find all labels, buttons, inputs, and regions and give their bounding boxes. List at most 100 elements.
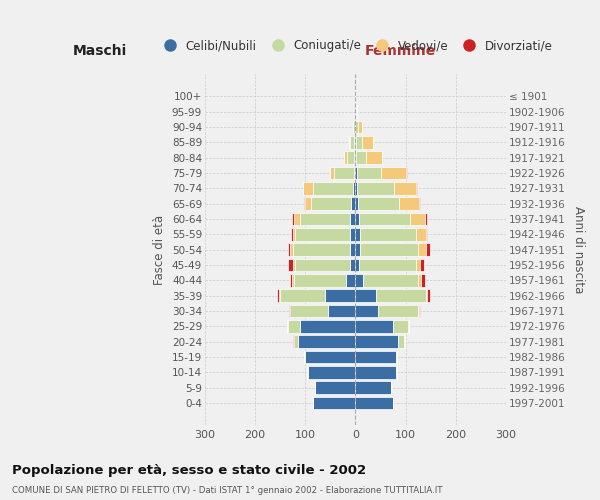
Bar <box>359 258 416 272</box>
Bar <box>280 290 325 302</box>
Bar <box>395 366 397 378</box>
Bar <box>426 228 427 240</box>
Bar <box>355 121 358 134</box>
Bar <box>287 320 300 332</box>
Bar <box>287 244 290 256</box>
Bar <box>410 212 425 226</box>
Bar <box>295 228 350 240</box>
Bar <box>307 366 308 378</box>
Bar <box>416 258 419 272</box>
Bar <box>355 320 393 332</box>
Bar <box>358 182 394 194</box>
Bar <box>277 290 279 302</box>
Bar <box>288 258 293 272</box>
Bar <box>313 396 355 409</box>
Bar <box>394 182 416 194</box>
Bar <box>346 274 355 286</box>
Bar <box>350 136 355 148</box>
Bar <box>355 136 356 148</box>
Bar <box>355 336 398 348</box>
Bar <box>418 274 421 286</box>
Bar <box>334 166 354 179</box>
Bar <box>330 166 334 179</box>
Bar <box>426 244 430 256</box>
Bar <box>355 258 359 272</box>
Bar <box>381 166 406 179</box>
Bar <box>419 198 420 210</box>
Bar <box>305 198 311 210</box>
Bar <box>291 228 293 240</box>
Bar <box>311 198 352 210</box>
Bar <box>362 136 373 148</box>
Bar <box>289 304 290 317</box>
Bar <box>398 336 404 348</box>
Bar <box>355 396 393 409</box>
Bar <box>295 258 350 272</box>
Bar <box>425 212 427 226</box>
Bar <box>355 106 356 118</box>
Bar <box>356 106 358 118</box>
Bar <box>355 366 395 378</box>
Bar <box>313 182 353 194</box>
Bar <box>300 320 355 332</box>
Bar <box>378 304 418 317</box>
Bar <box>353 182 355 194</box>
Bar <box>328 304 355 317</box>
Bar <box>294 336 298 348</box>
Bar <box>418 304 419 317</box>
Bar <box>292 212 294 226</box>
Bar <box>293 244 350 256</box>
Bar <box>347 152 355 164</box>
Bar <box>294 212 300 226</box>
Legend: Celibi/Nubili, Coniugati/e, Vedovi/e, Divorziati/e: Celibi/Nubili, Coniugati/e, Vedovi/e, Di… <box>154 34 557 57</box>
Text: COMUNE DI SAN PIETRO DI FELETTO (TV) - Dati ISTAT 1° gennaio 2002 - Elaborazione: COMUNE DI SAN PIETRO DI FELETTO (TV) - D… <box>12 486 443 495</box>
Bar <box>361 244 418 256</box>
Bar <box>356 152 367 164</box>
Bar <box>376 290 426 302</box>
Bar <box>355 152 356 164</box>
Bar <box>290 244 293 256</box>
Bar <box>393 320 408 332</box>
Text: Popolazione per età, sesso e stato civile - 2002: Popolazione per età, sesso e stato civil… <box>12 464 366 477</box>
Bar <box>279 290 280 302</box>
Bar <box>419 258 424 272</box>
Bar <box>426 290 427 302</box>
Bar <box>361 228 416 240</box>
Bar <box>304 198 305 210</box>
Bar <box>298 336 355 348</box>
Y-axis label: Anni di nascita: Anni di nascita <box>572 206 585 294</box>
Bar <box>350 228 355 240</box>
Text: Maschi: Maschi <box>73 44 127 59</box>
Bar <box>293 258 295 272</box>
Bar <box>367 152 382 164</box>
Bar <box>357 166 381 179</box>
Bar <box>292 274 294 286</box>
Bar <box>303 182 313 194</box>
Bar <box>290 274 292 286</box>
Bar <box>355 382 391 394</box>
Bar <box>352 198 355 210</box>
Bar <box>355 274 363 286</box>
Bar <box>356 136 362 148</box>
Bar <box>358 198 399 210</box>
Bar <box>350 244 355 256</box>
Bar <box>416 228 426 240</box>
Bar <box>300 212 350 226</box>
Text: Femmine: Femmine <box>365 44 436 59</box>
Bar <box>355 350 395 363</box>
Bar <box>344 152 347 164</box>
Bar <box>355 166 357 179</box>
Bar <box>353 121 355 134</box>
Bar <box>290 304 328 317</box>
Y-axis label: Fasce di età: Fasce di età <box>153 214 166 284</box>
Bar <box>427 290 430 302</box>
Bar <box>350 212 355 226</box>
Bar <box>416 182 417 194</box>
Bar <box>399 198 419 210</box>
Bar <box>355 290 376 302</box>
Bar <box>363 274 418 286</box>
Bar <box>355 244 361 256</box>
Bar <box>395 350 397 363</box>
Bar <box>315 382 355 394</box>
Bar <box>358 121 362 134</box>
